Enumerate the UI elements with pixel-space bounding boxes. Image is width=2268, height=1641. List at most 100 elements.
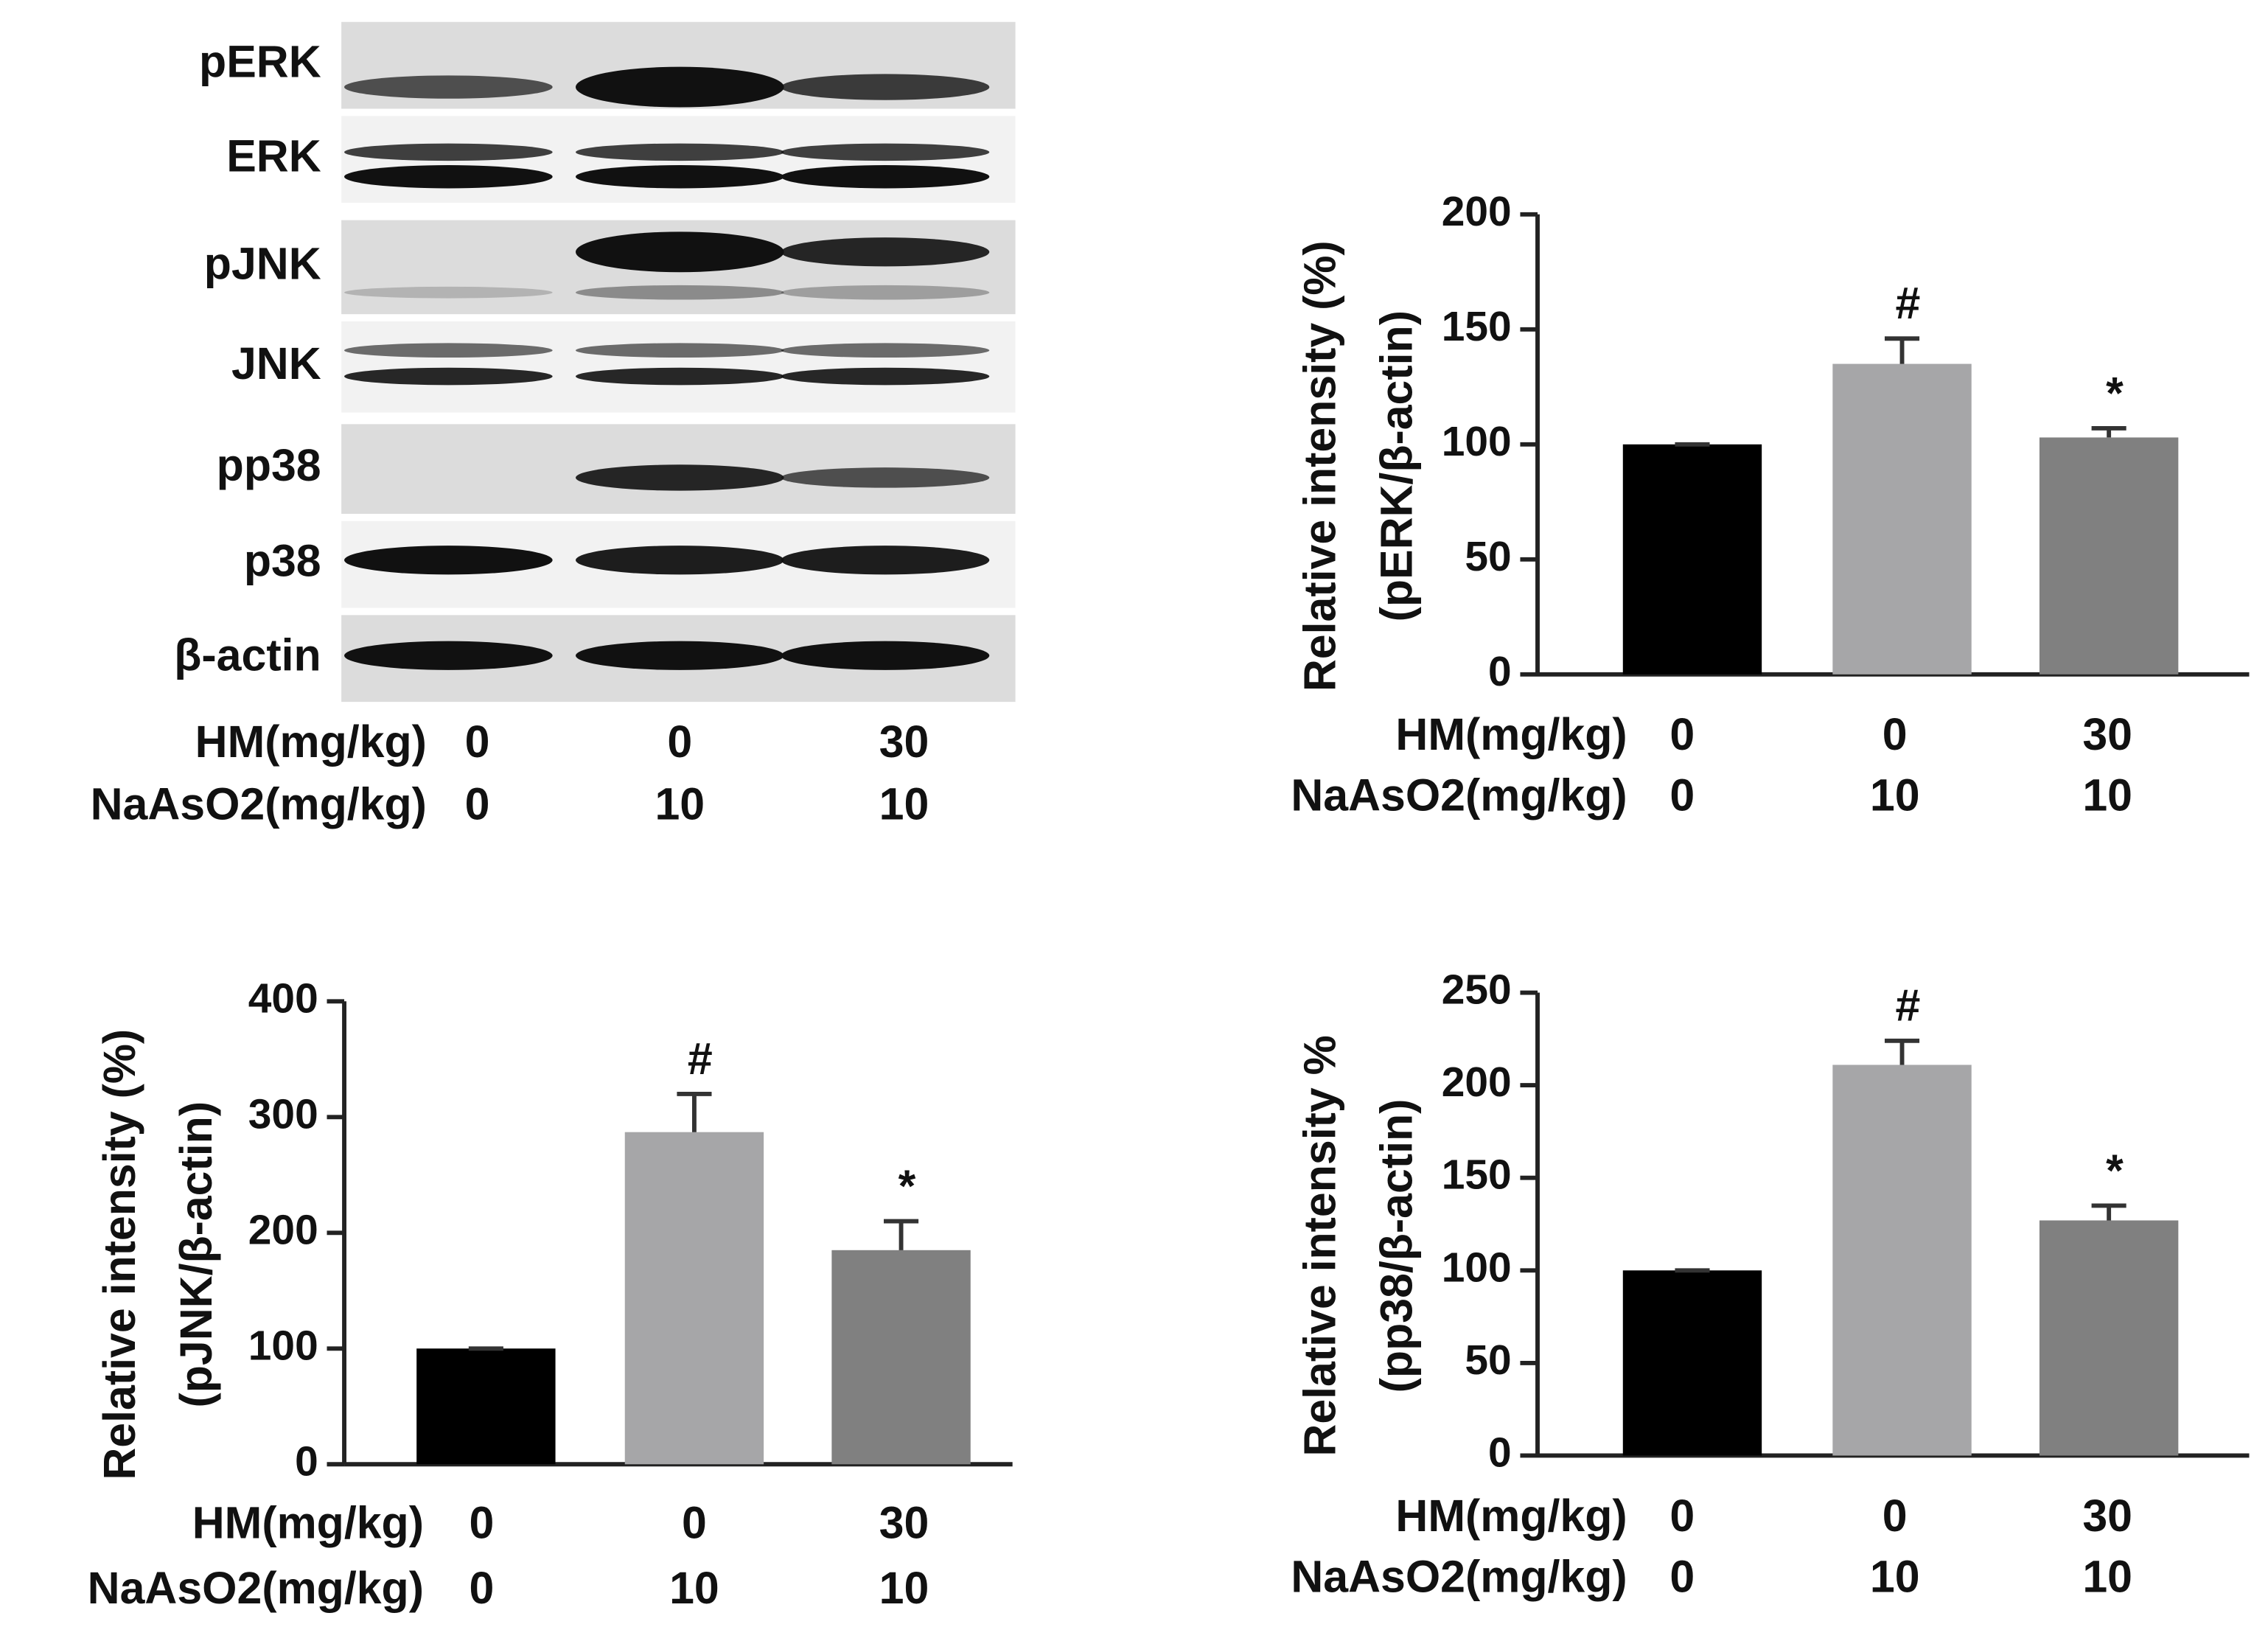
blot-band	[576, 464, 784, 491]
band-label: pp38	[217, 440, 321, 490]
row-label: NaAsO2(mg/kg)	[91, 778, 427, 829]
band-label: pJNK	[204, 238, 321, 288]
row-label: NaAsO2(mg/kg)	[1291, 1551, 1627, 1601]
y-axis-label: (pERK/β-actin)	[1372, 310, 1422, 621]
blot-band	[344, 343, 553, 358]
row-label: NaAsO2(mg/kg)	[88, 1563, 424, 1613]
y-axis-label: Relative intensity (%)	[1295, 240, 1345, 691]
category-label: 0	[1883, 709, 1908, 759]
blot-band	[781, 237, 990, 267]
category-label: 0	[1669, 1491, 1695, 1541]
blot-band	[344, 75, 553, 99]
blot-band	[344, 286, 553, 299]
y-axis-label: Relative intensity (%)	[94, 1029, 144, 1480]
blot-band	[576, 285, 784, 300]
category-label: 10	[879, 1563, 929, 1613]
y-tick-label: 150	[1442, 303, 1512, 350]
blot-band	[781, 343, 990, 358]
bar	[416, 1348, 556, 1465]
bar	[1622, 444, 1762, 675]
y-tick-label: 0	[1488, 648, 1512, 695]
bar	[831, 1250, 971, 1465]
y-tick-label: 200	[1442, 1059, 1512, 1106]
blot-band	[576, 641, 784, 670]
y-axis-label: (pJNK/β-actin)	[171, 1101, 221, 1408]
category-label: 30	[2082, 709, 2132, 759]
blot-band	[576, 367, 784, 386]
y-tick-label: 150	[1442, 1152, 1512, 1199]
blot-strip	[341, 321, 1016, 413]
blot-band	[576, 143, 784, 161]
category-label: 0	[1669, 709, 1695, 759]
category-label: 0	[667, 717, 692, 767]
error-bar	[1884, 1038, 1920, 1065]
y-tick-label: 50	[1465, 1337, 1511, 1384]
category-label: 0	[1883, 1491, 1908, 1541]
band-label: pERK	[199, 37, 321, 87]
bar	[1832, 1065, 1972, 1456]
y-tick-label: 0	[295, 1438, 318, 1485]
y-tick-label: 100	[1442, 1244, 1512, 1291]
y-tick-label: 400	[248, 975, 318, 1022]
error-bar	[1884, 336, 1920, 364]
category-label: 0	[470, 1563, 495, 1613]
category-label: 10	[2082, 770, 2132, 820]
category-label: 10	[655, 778, 705, 829]
blot-band	[576, 343, 784, 358]
blot-band	[576, 546, 784, 575]
category-label: 10	[1870, 770, 1920, 820]
bar	[2039, 1220, 2179, 1456]
error-bar	[2091, 1203, 2126, 1221]
blot-band	[344, 546, 553, 575]
y-tick-label: 250	[1442, 966, 1512, 1014]
annotation: #	[1895, 278, 1920, 328]
band-label: β-actin	[174, 630, 321, 680]
blot-band	[781, 641, 990, 670]
blot-band	[344, 641, 553, 670]
band-label: JNK	[231, 338, 321, 389]
y-axis-label: Relative intensity %	[1295, 1035, 1345, 1456]
category-label: 10	[879, 778, 929, 829]
y-tick-label: 300	[248, 1090, 318, 1137]
annotation: *	[2106, 368, 2124, 418]
category-label: 0	[682, 1498, 707, 1548]
error-bar	[884, 1219, 919, 1250]
y-tick-label: 50	[1465, 533, 1511, 580]
blot-band	[781, 546, 990, 575]
category-label: 0	[465, 717, 490, 767]
annotation: #	[1895, 980, 1920, 1031]
bar	[2039, 437, 2179, 675]
blot-band	[344, 367, 553, 386]
blot-band	[576, 231, 784, 273]
blot-band	[781, 285, 990, 300]
row-label: HM(mg/kg)	[192, 1498, 424, 1548]
error-bar	[2091, 425, 2126, 438]
bar	[1832, 363, 1972, 675]
blot-band	[344, 165, 553, 189]
blot-band	[344, 143, 553, 161]
category-label: 10	[1870, 1551, 1920, 1601]
blot-band	[781, 74, 990, 100]
y-tick-label: 100	[1442, 418, 1512, 465]
y-tick-label: 0	[1488, 1429, 1512, 1477]
category-label: 0	[1669, 1551, 1695, 1601]
annotation: *	[899, 1160, 916, 1210]
bar	[1622, 1270, 1762, 1456]
row-label: HM(mg/kg)	[1395, 1491, 1627, 1541]
error-bar	[677, 1091, 712, 1132]
category-label: 0	[465, 778, 490, 829]
blot-band	[576, 165, 784, 189]
bar	[624, 1132, 764, 1465]
blot-band	[781, 143, 990, 161]
category-label: 0	[470, 1498, 495, 1548]
row-label: NaAsO2(mg/kg)	[1291, 770, 1627, 820]
category-label: 10	[2082, 1551, 2132, 1601]
blot-band	[576, 66, 784, 108]
y-axis-label: (pp38/β-actin)	[1372, 1099, 1422, 1393]
category-label: 30	[2082, 1491, 2132, 1541]
category-label: 0	[1669, 770, 1695, 820]
blot-band	[781, 367, 990, 386]
annotation: #	[688, 1034, 713, 1084]
